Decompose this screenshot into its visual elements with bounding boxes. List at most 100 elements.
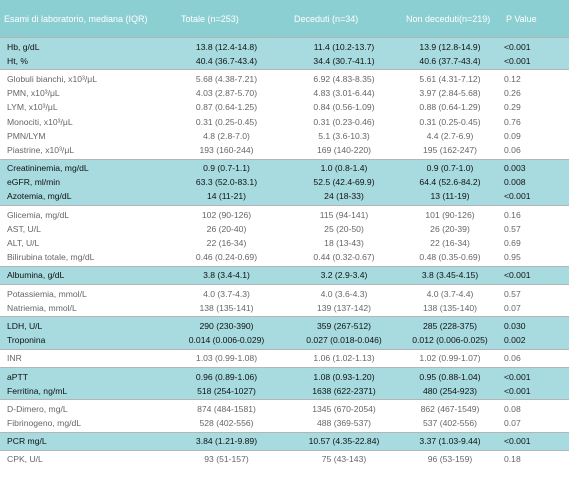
cell: 0.012 (0.006-0.025): [412, 335, 488, 346]
table-row: Azotemia, mg/dL 14 (11-21) 24 (18-33) 13 (1…: [0, 189, 569, 205]
row-label: eGFR, ml/min: [7, 177, 60, 188]
row-label: PMN, x10³/μL: [7, 88, 60, 99]
cell: 13.8 (12.4-14.8): [195, 41, 258, 52]
cell: 10.57 (4.35-22.84): [308, 436, 380, 447]
cell: 13 (11-19): [430, 191, 470, 202]
cell: 0.69: [504, 238, 521, 249]
cell: 3.97 (2.84-5.68): [419, 88, 481, 99]
table-row: CPK, U/L 93 (51-157) 75 (43-143) 96 (53-159…: [0, 450, 569, 468]
cell: 25 (20-50): [324, 223, 364, 234]
row-label: Natriemia, mmol/L: [7, 302, 77, 313]
cell: 5.68 (4.38-7.21): [195, 73, 258, 84]
cell: 0.9 (0.7-1.0): [426, 163, 474, 174]
cell: 52.5 (42.4-69.9): [313, 177, 375, 188]
row-group: Globuli bianchi, x10³/μL 5.68 (4.38-7.21)…: [0, 69, 569, 159]
cell: 0.18: [504, 454, 521, 465]
row-label: aPTT: [7, 371, 29, 382]
row-label: Bilirubina totale, mg/dL: [7, 252, 95, 263]
cell: 102 (90-126): [201, 209, 252, 220]
cell: 0.06: [504, 353, 521, 364]
cell: 64.4 (52.6-84.2): [419, 177, 481, 188]
row-label: INR: [7, 353, 22, 364]
table-row: Ferritina, ng/mL 518 (254-1027) 1638 (622-…: [0, 384, 569, 400]
cell: 93 (51-157): [204, 454, 249, 465]
cell: 3.84 (1.21-9.89): [195, 436, 258, 447]
cell: 138 (135-140): [423, 302, 477, 313]
cell: 75 (43-143): [321, 454, 367, 465]
cell: 34.4 (30.7-41.1): [313, 55, 375, 66]
table-row: PMN/LYM 4.8 (2.8-7.0) 5.1 (3.6-10.3) 4.4 (2…: [0, 129, 569, 143]
cell: 4.83 (3.01-6.44): [313, 88, 375, 99]
row-group: Hb, g/dL 13.8 (12.4-14.8) 11.4 (10.2-13.7)…: [0, 37, 569, 70]
cell: 1.0 (0.8-1.4): [320, 163, 368, 174]
table-row: PCR mg/L 3.84 (1.21-9.89) 10.57 (4.35-22.8…: [0, 432, 569, 450]
table-row: Fibrinogeno, mg/dL 528 (402-556) 488 (369-…: [0, 416, 569, 432]
header-cell: Non deceduti(n=219): [400, 0, 500, 38]
row-label: Glicemia, mg/dL: [7, 209, 70, 220]
cell: 3.8 (3.4-4.1): [203, 270, 250, 281]
table-row: Potassiemia, mmol/L 4.0 (3.7-4.3) 4.0 (3.6…: [0, 285, 569, 301]
cell: 0.31 (0.25-0.45): [195, 116, 258, 127]
row-label: LYM, x10³/μL: [7, 102, 58, 113]
cell: 22 (16-34): [206, 238, 247, 249]
row-group: Creatininemia, mg/dL 0.9 (0.7-1.1) 1.0 (0.…: [0, 159, 569, 206]
cell: 115 (94-141): [319, 209, 369, 220]
row-label: Albumina, g/dL: [7, 270, 65, 281]
cell: 0.76: [504, 116, 521, 127]
table-row: Natriemia, mmol/L 138 (135-141) 139 (137-1…: [0, 301, 569, 317]
cell: 5.61 (4.31-7.12): [419, 73, 481, 84]
cell: 1.08 (0.93-1.20): [313, 371, 375, 382]
row-label: Potassiemia, mmol/L: [7, 288, 87, 299]
cell: 18 (13-43): [324, 238, 364, 249]
table-row: Troponina 0.014 (0.006-0.029) 0.027 (0.018…: [0, 333, 569, 349]
cell: 518 (254-1027): [197, 385, 256, 396]
header-cell: Deceduti (n=34): [288, 0, 400, 38]
cell: 13.9 (12.8-14.9): [419, 41, 481, 52]
cell: 0.027 (0.018-0.046): [306, 335, 382, 346]
cell: 4.0 (3.6-4.3): [320, 288, 368, 299]
cell: 0.88 (0.64-1.29): [419, 102, 481, 113]
cell: 488 (369-537): [317, 418, 371, 429]
cell: 0.31 (0.23-0.46): [313, 116, 375, 127]
cell: 4.4 (2.7-6.9): [426, 130, 474, 141]
table-row: Hb, g/dL 13.8 (12.4-14.8) 11.4 (10.2-13.7)…: [0, 38, 569, 54]
cell: 480 (254-923): [423, 385, 477, 396]
row-group: PCR mg/L 3.84 (1.21-9.89) 10.57 (4.35-22.8…: [0, 432, 569, 451]
cell: 0.29: [504, 102, 521, 113]
cell: 0.014 (0.006-0.029): [188, 335, 265, 346]
cell: 0.003: [504, 163, 526, 174]
table-row: Glicemia, mg/dL 102 (90-126) 115 (94-141) 1…: [0, 206, 569, 222]
header-cell: Esami di laboratorio, mediana (IQR): [0, 0, 165, 38]
cell: 0.95: [504, 252, 521, 263]
cell: 4.0 (3.7-4.3): [203, 288, 250, 299]
cell: 195 (162-247): [423, 144, 477, 155]
header-row: Esami di laboratorio, mediana (IQR) Total…: [0, 0, 569, 38]
cell: 0.57: [504, 288, 521, 299]
cell: 1345 (670-2054): [312, 403, 376, 414]
cell: 138 (135-141): [199, 302, 254, 313]
cell: 874 (484-1581): [197, 403, 256, 414]
cell: 193 (160-244): [199, 144, 254, 155]
cell: 0.57: [504, 223, 521, 234]
cell: 0.07: [504, 302, 521, 313]
cell: 40.4 (36.7-43.4): [195, 55, 258, 66]
cell: 0.84 (0.56-1.09): [313, 102, 375, 113]
table-row: Albumina, g/dL 3.8 (3.4-4.1) 3.2 (2.9-3.4)…: [0, 266, 569, 284]
cell: 285 (228-375): [423, 320, 477, 331]
cell: 3.8 (3.45-4.15): [421, 270, 479, 281]
cell: 22 (16-34): [430, 238, 470, 249]
cell: 0.46 (0.24-0.69): [195, 252, 258, 263]
row-label: Hb, g/dL: [7, 41, 40, 52]
cell: <0.001: [504, 191, 531, 202]
cell: 14 (11-21): [206, 191, 246, 202]
table-row: aPTT 0.96 (0.89-1.06) 1.08 (0.93-1.20) 0.95…: [0, 367, 569, 383]
table-row: Bilirubina totale, mg/dL 0.46 (0.24-0.69)…: [0, 250, 569, 266]
cell: 139 (137-142): [317, 302, 371, 313]
table-row: eGFR, ml/min 63.3 (52.0-83.1) 52.5 (42.4-6…: [0, 175, 569, 189]
table-row: PMN, x10³/μL 4.03 (2.87-5.70) 4.83 (3.01-6…: [0, 86, 569, 100]
cell: 24 (18-33): [324, 191, 364, 202]
row-label: Monociti, x10³/μL: [7, 116, 73, 127]
cell: 359 (267-512): [317, 320, 371, 331]
cell: 0.31 (0.25-0.45): [419, 116, 481, 127]
